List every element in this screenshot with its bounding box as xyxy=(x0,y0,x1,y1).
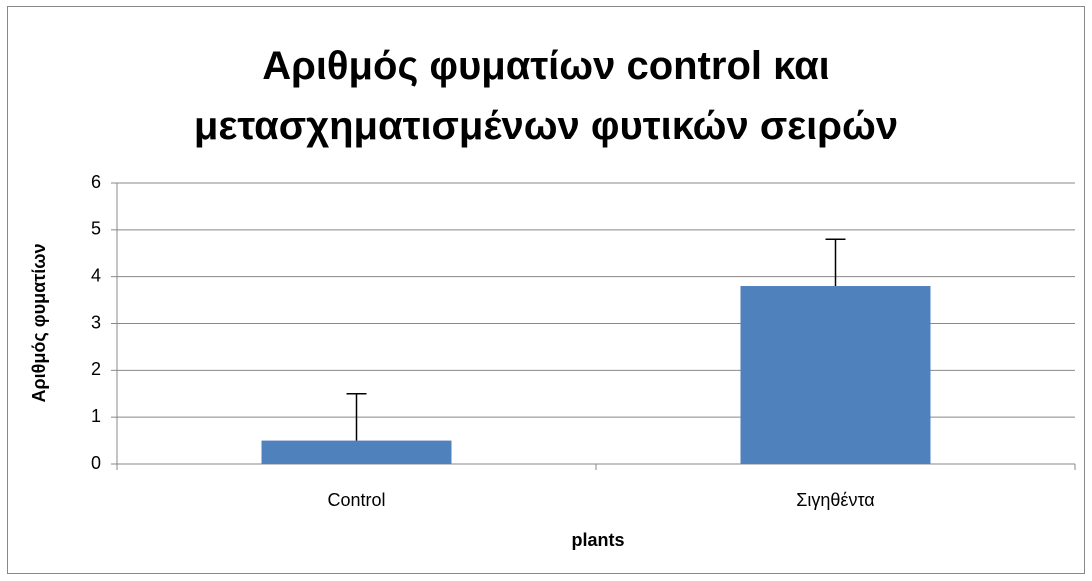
bar xyxy=(261,440,452,464)
y-tick-label: 6 xyxy=(91,172,101,192)
x-tick-label: Control xyxy=(327,490,385,510)
bar xyxy=(740,286,931,464)
chart-title: Αριθμός φυματίων control και μετασχηματι… xyxy=(193,44,899,148)
y-tick-label: 1 xyxy=(91,406,101,426)
y-tick-label: 4 xyxy=(91,265,101,285)
y-tick-label: 0 xyxy=(91,453,101,473)
y-axis-label: Αριθμός φυματίων xyxy=(29,244,49,403)
x-tick-label: Σιγηθέντα xyxy=(796,490,874,510)
y-tick-label: 3 xyxy=(91,312,101,332)
y-tick-label: 5 xyxy=(91,219,101,239)
x-axis-label: plants xyxy=(571,530,624,550)
y-tick-label: 2 xyxy=(91,359,101,379)
